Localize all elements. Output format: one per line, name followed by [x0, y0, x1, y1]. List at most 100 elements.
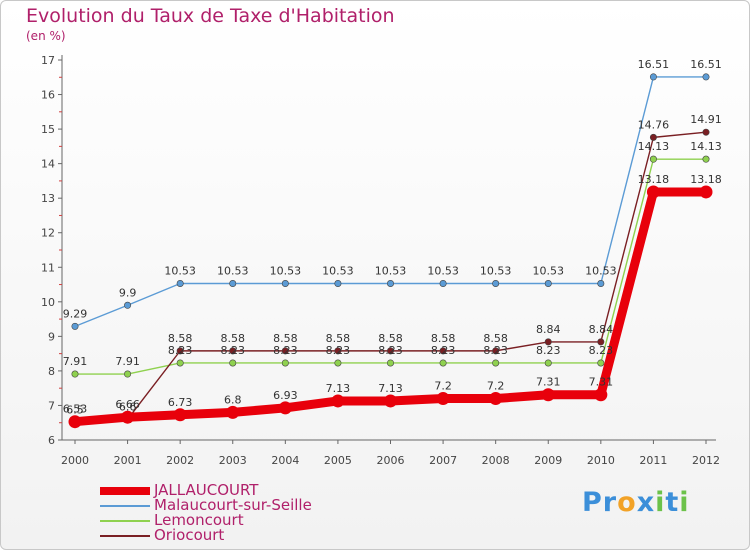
- x-tick-label: 2004: [271, 454, 299, 467]
- x-tick-label: 2002: [166, 454, 194, 467]
- data-point: [226, 405, 240, 419]
- data-point: [544, 359, 552, 367]
- x-tick-label: 2009: [534, 454, 562, 467]
- y-tick-label: 14: [41, 158, 55, 171]
- data-label: 13.18: [690, 173, 722, 186]
- data-point: [439, 347, 447, 355]
- data-label: 7.91: [115, 355, 140, 368]
- data-label: 16.51: [638, 58, 670, 71]
- data-point: [646, 185, 660, 199]
- data-label: 6.6: [119, 400, 137, 413]
- data-label: 13.18: [638, 173, 670, 186]
- data-label: 8.23: [273, 344, 298, 357]
- data-point: [597, 338, 605, 346]
- legend-item-lemoncourt: Lemoncourt: [100, 513, 312, 528]
- data-point: [176, 347, 184, 355]
- data-label: 8.23: [168, 344, 193, 357]
- data-point: [439, 280, 447, 288]
- proxiti-logo: Proxiti: [582, 487, 690, 518]
- data-label: 7.13: [378, 382, 403, 395]
- data-label: 10.53: [322, 265, 354, 278]
- legend-item-malaucourt: Malaucourt-sur-Seille: [100, 498, 312, 513]
- data-point: [229, 347, 237, 355]
- data-point: [492, 347, 500, 355]
- data-label: 14.91: [690, 113, 722, 126]
- data-label: 8.58: [221, 332, 246, 345]
- data-point: [439, 359, 447, 367]
- data-label: 14.13: [690, 140, 722, 153]
- data-point: [699, 185, 713, 199]
- y-tick-label: 12: [41, 227, 55, 240]
- data-point: [176, 359, 184, 367]
- data-label: 8.58: [273, 332, 298, 345]
- legend: JALLAUCOURT Malaucourt-sur-Seille Lemonc…: [100, 483, 312, 543]
- legend-swatch: [100, 534, 150, 537]
- data-label: 6.73: [168, 396, 193, 409]
- data-point: [702, 155, 710, 163]
- x-tick-label: 2010: [587, 454, 615, 467]
- data-label: 9.29: [63, 307, 88, 320]
- x-tick-label: 2003: [219, 454, 247, 467]
- data-label: 10.53: [217, 265, 249, 278]
- x-tick-label: 2005: [324, 454, 352, 467]
- data-point: [281, 359, 289, 367]
- data-point: [492, 280, 500, 288]
- data-point: [597, 359, 605, 367]
- data-point: [331, 394, 345, 408]
- data-label: 10.53: [270, 265, 302, 278]
- data-label: 8.23: [536, 344, 561, 357]
- data-point: [594, 388, 608, 402]
- data-point: [544, 338, 552, 346]
- legend-label: Malaucourt-sur-Seille: [154, 496, 312, 514]
- data-point: [124, 301, 132, 309]
- data-label: 10.53: [480, 265, 512, 278]
- y-tick-label: 9: [48, 330, 55, 343]
- data-label: 7.2: [434, 380, 452, 393]
- data-label: 7.2: [487, 380, 505, 393]
- data-label: 8.23: [431, 344, 456, 357]
- data-label: 7.31: [589, 376, 614, 389]
- y-tick-label: 6: [48, 434, 55, 447]
- y-tick-label: 10: [41, 296, 55, 309]
- data-point: [597, 280, 605, 288]
- data-label: 8.58: [168, 332, 193, 345]
- legend-label: JALLAUCOURT: [154, 481, 259, 499]
- data-point: [649, 155, 657, 163]
- y-tick-label: 16: [41, 89, 55, 102]
- data-point: [121, 410, 135, 424]
- data-point: [384, 394, 397, 408]
- data-label: 14.76: [638, 118, 670, 131]
- data-label: 14.13: [638, 140, 670, 153]
- data-point: [176, 280, 184, 288]
- legend-swatch: [100, 486, 150, 495]
- legend-label: Lemoncourt: [154, 511, 244, 529]
- data-label: 10.53: [164, 265, 196, 278]
- data-point: [386, 280, 394, 288]
- data-label: 10.53: [427, 265, 459, 278]
- y-tick-label: 11: [41, 261, 55, 274]
- series-line: [74, 76, 707, 328]
- data-point: [229, 359, 237, 367]
- data-label: 8.23: [378, 344, 403, 357]
- data-point: [489, 392, 503, 406]
- data-point: [436, 392, 450, 406]
- x-tick-label: 2000: [61, 454, 89, 467]
- unit-label: (en %): [26, 29, 66, 43]
- data-point: [68, 415, 82, 429]
- data-point: [71, 322, 79, 330]
- data-point: [544, 280, 552, 288]
- data-label: 8.84: [589, 323, 614, 336]
- data-label: 8.23: [221, 344, 246, 357]
- data-label: 16.51: [690, 58, 722, 71]
- data-point: [649, 73, 657, 81]
- data-label: 10.53: [375, 265, 407, 278]
- data-label: 7.13: [326, 382, 351, 395]
- data-point: [334, 280, 342, 288]
- data-point: [334, 347, 342, 355]
- y-tick-label: 13: [41, 192, 55, 205]
- y-tick-label: 8: [48, 365, 55, 378]
- data-label: 10.53: [585, 265, 617, 278]
- x-tick-label: 2001: [114, 454, 142, 467]
- y-tick-label: 15: [41, 123, 55, 136]
